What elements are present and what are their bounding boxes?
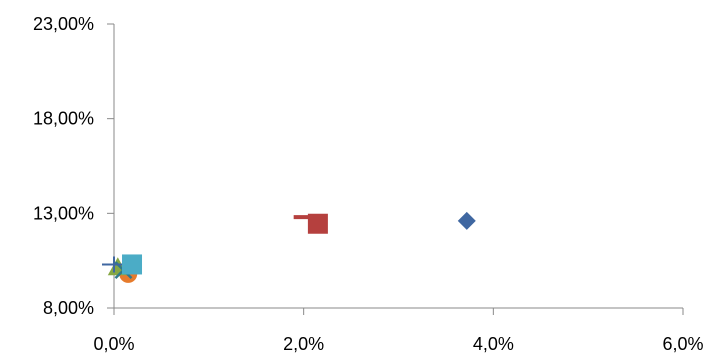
x-tick-label: 0,0%	[93, 334, 134, 354]
x-tick-label: 4,0%	[473, 334, 514, 354]
dash-marker	[293, 215, 314, 220]
y-tick-label: 8,00%	[43, 298, 94, 318]
square-marker	[122, 254, 143, 275]
ticks-layer: 8,00% 13,00% 18,00% 23,00% 0,0% 2,0% 4,0% 6,0%	[33, 14, 704, 354]
y-tick-label: 18,00%	[33, 109, 94, 129]
marks-layer	[102, 211, 476, 283]
x-tick-label: 2,0%	[283, 334, 324, 354]
plus-marker	[102, 256, 126, 273]
axes-layer	[113, 24, 683, 309]
y-tick-label: 13,00%	[33, 203, 94, 223]
x-tick-label: 6,0%	[662, 334, 703, 354]
y-tick-label: 23,00%	[33, 14, 94, 34]
diamond-marker	[457, 211, 476, 230]
